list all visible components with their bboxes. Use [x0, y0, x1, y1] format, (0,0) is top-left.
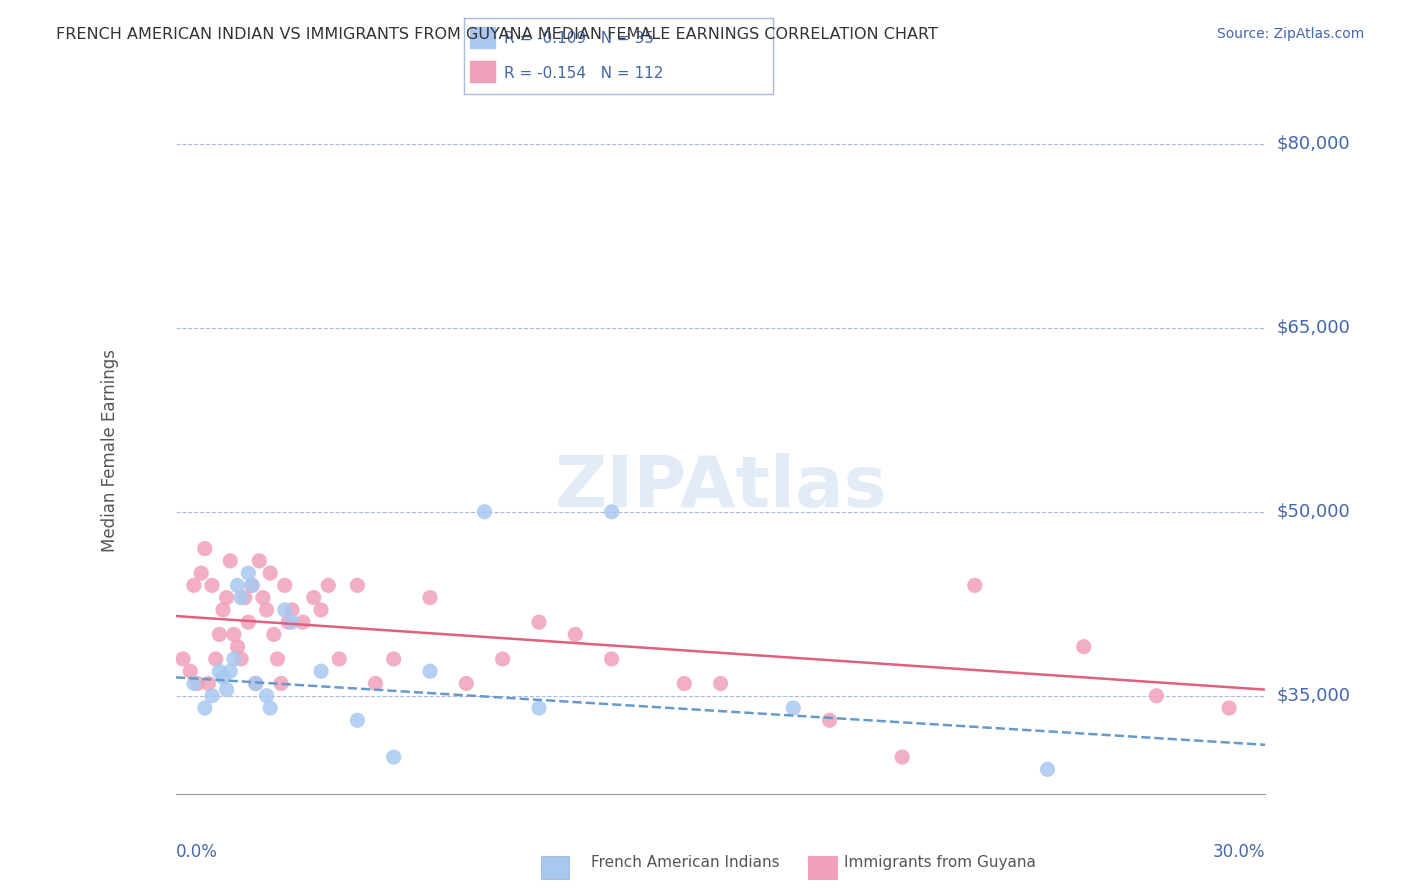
Point: [1218, 701, 1240, 715]
Point: [219, 554, 242, 568]
Point: [274, 603, 297, 617]
Point: [238, 566, 260, 581]
Point: [263, 627, 285, 641]
Point: [419, 664, 441, 679]
Point: [309, 603, 332, 617]
Point: [710, 676, 733, 690]
Point: [183, 578, 205, 592]
Text: R = -0.109   N = 35: R = -0.109 N = 35: [505, 31, 654, 45]
Point: [222, 652, 245, 666]
Text: Immigrants from Guyana: Immigrants from Guyana: [844, 855, 1035, 870]
Point: [1073, 640, 1095, 654]
Text: $50,000: $50,000: [1277, 503, 1350, 521]
Point: [240, 578, 263, 592]
Text: Source: ZipAtlas.com: Source: ZipAtlas.com: [1216, 27, 1364, 41]
Text: $35,000: $35,000: [1277, 687, 1350, 705]
Bar: [470, 61, 495, 82]
Point: [226, 578, 249, 592]
Point: [219, 664, 242, 679]
Point: [245, 676, 267, 690]
Point: [274, 578, 297, 592]
Point: [183, 676, 205, 690]
Point: [172, 652, 194, 666]
Point: [266, 652, 288, 666]
Point: [233, 591, 256, 605]
Point: [1036, 762, 1059, 776]
Text: $65,000: $65,000: [1277, 318, 1350, 337]
Point: [270, 676, 292, 690]
Point: [245, 676, 267, 690]
Point: [318, 578, 340, 592]
Point: [527, 701, 550, 715]
Point: [1146, 689, 1168, 703]
Point: [328, 652, 350, 666]
Point: [197, 676, 219, 690]
Point: [963, 578, 986, 592]
Point: [302, 591, 325, 605]
Point: [259, 701, 281, 715]
Point: [419, 591, 441, 605]
Text: 0.0%: 0.0%: [176, 843, 218, 861]
Point: [564, 627, 586, 641]
Point: [346, 578, 368, 592]
Point: [673, 676, 696, 690]
Text: 30.0%: 30.0%: [1213, 843, 1265, 861]
Point: [215, 682, 238, 697]
Point: [179, 664, 201, 679]
Point: [240, 578, 263, 592]
Point: [238, 615, 260, 630]
Point: [201, 578, 224, 592]
Point: [212, 603, 235, 617]
Point: [231, 652, 253, 666]
Point: [256, 689, 278, 703]
Point: [492, 652, 515, 666]
Point: [281, 603, 304, 617]
Point: [382, 750, 405, 764]
Text: Median Female Earnings: Median Female Earnings: [101, 349, 120, 552]
Point: [474, 505, 496, 519]
Text: FRENCH AMERICAN INDIAN VS IMMIGRANTS FROM GUYANA MEDIAN FEMALE EARNINGS CORRELAT: FRENCH AMERICAN INDIAN VS IMMIGRANTS FRO…: [56, 27, 938, 42]
Point: [204, 652, 226, 666]
Bar: [470, 27, 495, 48]
Text: R = -0.154   N = 112: R = -0.154 N = 112: [505, 66, 664, 80]
Point: [259, 566, 281, 581]
Text: ZIPAtlas: ZIPAtlas: [554, 453, 887, 522]
Point: [194, 701, 217, 715]
Point: [600, 505, 623, 519]
Point: [782, 701, 804, 715]
Point: [201, 689, 224, 703]
Point: [818, 714, 841, 728]
Point: [382, 652, 405, 666]
Point: [256, 603, 278, 617]
Point: [226, 640, 249, 654]
Point: [309, 664, 332, 679]
Point: [231, 591, 253, 605]
Point: [208, 664, 231, 679]
Point: [212, 670, 235, 684]
Point: [190, 566, 212, 581]
Point: [194, 541, 217, 556]
Point: [277, 615, 299, 630]
Point: [215, 591, 238, 605]
Text: French American Indians: French American Indians: [591, 855, 779, 870]
Point: [364, 676, 387, 690]
Point: [600, 652, 623, 666]
Point: [346, 714, 368, 728]
Point: [222, 627, 245, 641]
Point: [891, 750, 914, 764]
Point: [208, 627, 231, 641]
Point: [291, 615, 314, 630]
Point: [186, 676, 209, 690]
Point: [456, 676, 478, 690]
Point: [527, 615, 550, 630]
Text: $80,000: $80,000: [1277, 135, 1350, 153]
Point: [252, 591, 274, 605]
Point: [281, 615, 304, 630]
Point: [247, 554, 270, 568]
